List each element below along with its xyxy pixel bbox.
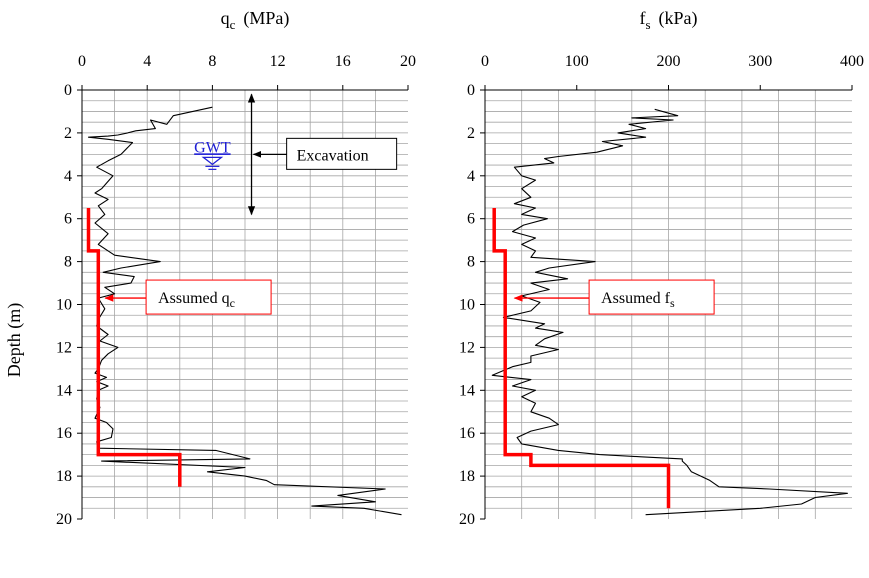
excavation-label: Excavation bbox=[297, 147, 369, 164]
y-tick-label: 6 bbox=[467, 211, 475, 228]
y-tick-label: 4 bbox=[64, 168, 72, 185]
x-tick-label: 400 bbox=[840, 53, 864, 70]
excavation-box bbox=[286, 137, 398, 170]
x-axis-title-sub: c bbox=[230, 17, 236, 32]
x-axis-title: qc (MPa) bbox=[221, 8, 290, 32]
y-tick-label: 16 bbox=[56, 425, 72, 442]
y-tick-label: 6 bbox=[64, 211, 72, 228]
assumed-profile-line bbox=[492, 208, 671, 509]
x-axis-title-sub: s bbox=[645, 17, 650, 32]
x-axis-title-unit: (MPa) bbox=[243, 8, 289, 29]
callout-label: Assumed fs bbox=[601, 290, 675, 310]
y-tick-label: 14 bbox=[459, 382, 475, 399]
x-tick-label: 20 bbox=[400, 53, 416, 70]
y-tick-label: 10 bbox=[459, 297, 475, 314]
y-tick-label: 12 bbox=[459, 339, 475, 356]
callout-label-main: Assumed q bbox=[158, 290, 230, 307]
callout-box bbox=[588, 279, 715, 315]
y-ticks: 0 2 4 6 8 10 12 14 16 18 20 bbox=[56, 82, 82, 528]
assumed-profile-line bbox=[86, 208, 182, 487]
measured-profile-line bbox=[491, 108, 848, 516]
y-tick-label: 0 bbox=[64, 82, 72, 99]
y-tick-label: 8 bbox=[64, 254, 72, 271]
y-tick-label: 2 bbox=[467, 125, 475, 142]
y-axis-label: Depth (m) bbox=[4, 303, 25, 377]
x-tick-label: 4 bbox=[143, 53, 151, 70]
callout-box bbox=[145, 279, 272, 315]
callout-label: Assumed qc bbox=[158, 290, 235, 310]
x-tick-label: 16 bbox=[335, 53, 351, 70]
y-tick-label: 18 bbox=[56, 468, 72, 485]
y-tick-label: 20 bbox=[459, 511, 475, 528]
x-axis-title-unit: (kPa) bbox=[659, 8, 698, 29]
x-tick-label: 0 bbox=[78, 53, 86, 70]
y-tick-label: 12 bbox=[56, 339, 72, 356]
callout-label-main: Assumed f bbox=[601, 290, 671, 307]
callout-label-sub: c bbox=[230, 296, 235, 310]
y-tick-label: 14 bbox=[56, 382, 72, 399]
x-axis-title-main: q bbox=[221, 8, 230, 28]
x-axis-title-main: f bbox=[639, 8, 645, 28]
y-tick-label: 4 bbox=[467, 168, 475, 185]
y-tick-label: 8 bbox=[467, 254, 475, 271]
callout-label-sub: s bbox=[670, 296, 675, 310]
x-tick-label: 8 bbox=[208, 53, 216, 70]
y-tick-label: 2 bbox=[64, 125, 72, 142]
x-ticks: 0 100 200 300 400 bbox=[481, 53, 864, 90]
y-tick-label: 10 bbox=[56, 297, 72, 314]
gwt-label: GWT bbox=[194, 139, 231, 156]
y-ticks: 0 2 4 6 8 10 12 14 16 18 20 bbox=[459, 82, 485, 528]
x-tick-label: 200 bbox=[657, 53, 681, 70]
x-tick-label: 0 bbox=[481, 53, 489, 70]
water-table-icon bbox=[201, 156, 224, 166]
y-tick-label: 20 bbox=[56, 511, 72, 528]
y-tick-label: 0 bbox=[467, 82, 475, 99]
y-tick-label: 16 bbox=[459, 425, 475, 442]
x-tick-label: 12 bbox=[270, 53, 286, 70]
grid bbox=[485, 90, 852, 519]
x-axis-title: fs (kPa) bbox=[639, 8, 697, 32]
x-tick-label: 300 bbox=[748, 53, 772, 70]
x-tick-label: 100 bbox=[565, 53, 589, 70]
x-ticks: 0 4 8 12 16 20 bbox=[78, 53, 416, 90]
y-tick-label: 18 bbox=[459, 468, 475, 485]
